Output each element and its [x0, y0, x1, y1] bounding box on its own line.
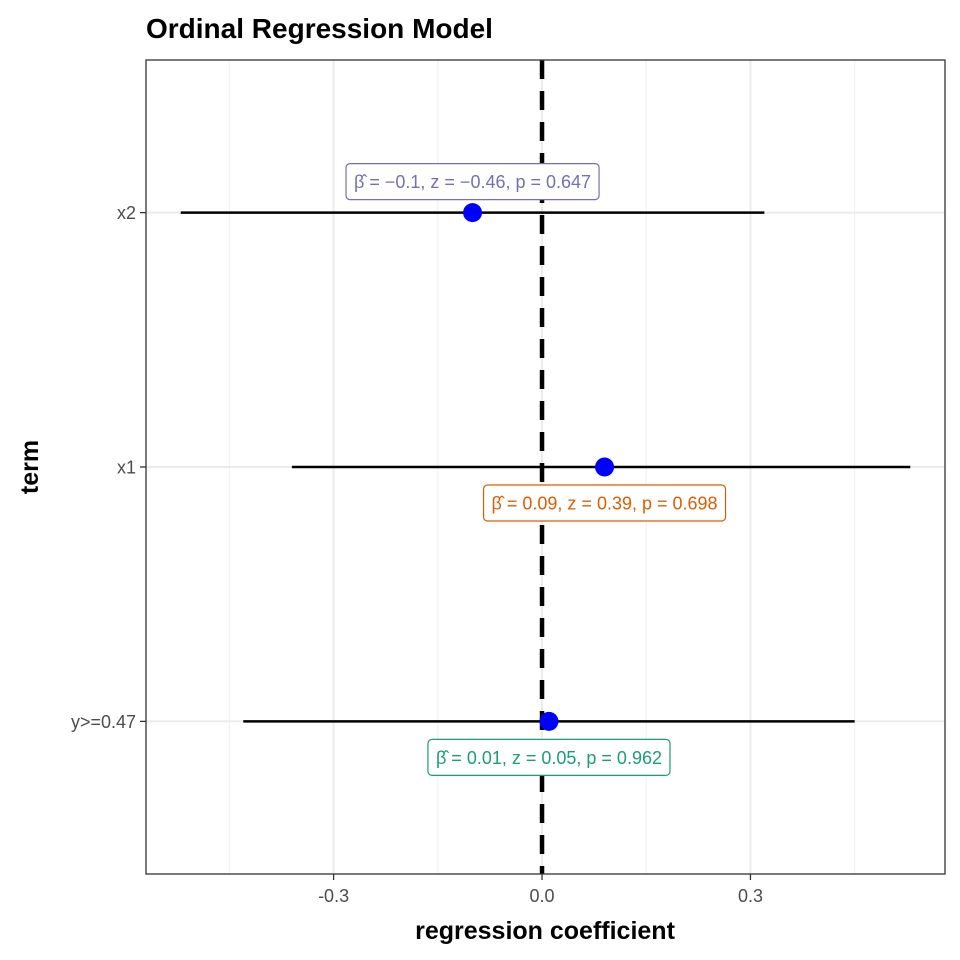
estimate-point	[463, 203, 483, 223]
estimate-label-text: β̂ = −0.1, z = −0.46, p = 0.647	[354, 172, 591, 192]
estimate-label-text: β̂ = 0.09, z = 0.39, p = 0.698	[492, 494, 718, 514]
estimate-label-box	[345, 163, 600, 201]
estimate-label: β̂ = −0.1, z = −0.46, p = 0.647	[345, 163, 600, 201]
y-tick-label: x1	[117, 458, 136, 478]
x-tick-label: -0.3	[318, 886, 349, 906]
plot-panel: β̂ = −0.1, z = −0.46, p = 0.647 β̂ = 0.09…	[71, 59, 946, 906]
x-axis-title: regression coefficient	[415, 917, 675, 945]
estimate-label: β̂ = 0.09, z = 0.39, p = 0.698	[482, 484, 727, 522]
y-tick-label: y>=0.47	[71, 712, 136, 732]
estimate-point	[595, 457, 615, 477]
estimate-label-text: β̂ = 0.01, z = 0.05, p = 0.962	[436, 748, 662, 768]
x-tick-label: 0.3	[738, 886, 763, 906]
estimate-point	[539, 711, 559, 731]
chart-title: Ordinal Regression Model	[146, 13, 493, 44]
y-axis-title: term	[16, 440, 44, 494]
estimate-label: β̂ = 0.01, z = 0.05, p = 0.962	[427, 738, 671, 776]
y-tick-label: x2	[117, 203, 136, 223]
estimate-label-box	[482, 484, 727, 522]
estimate-label-box	[427, 738, 671, 776]
x-tick-label: 0.0	[530, 886, 555, 906]
